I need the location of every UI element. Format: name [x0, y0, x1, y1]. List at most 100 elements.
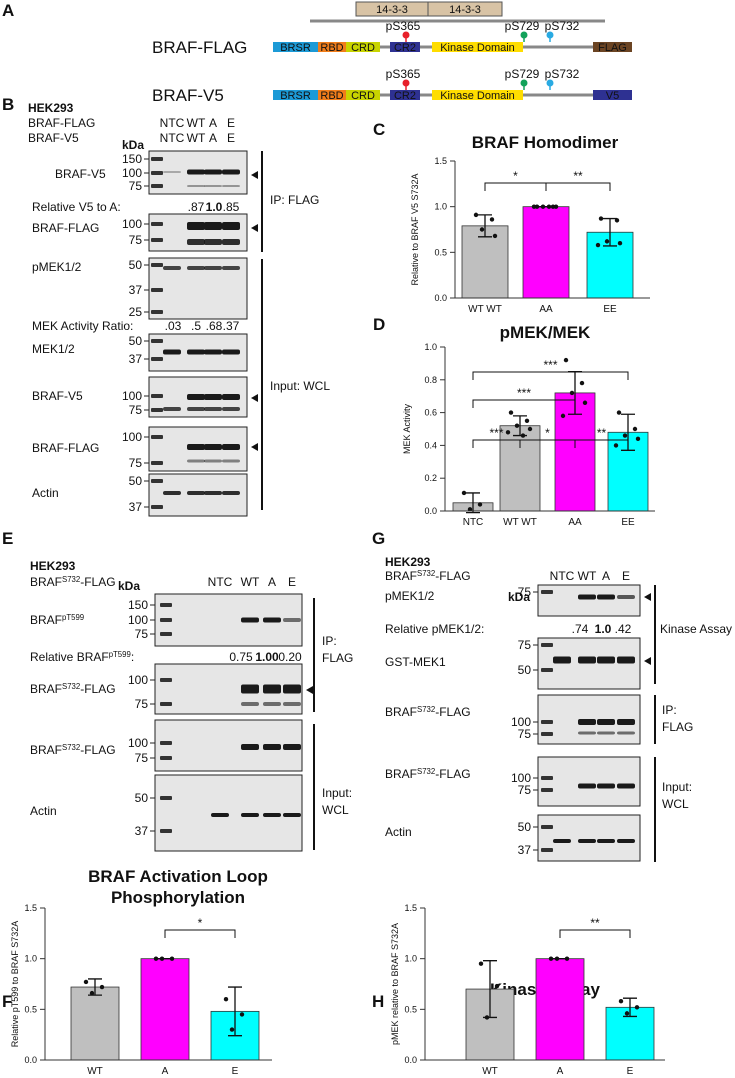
- ladder-band: [151, 394, 163, 398]
- binding-partner: 14-3-3: [376, 4, 408, 16]
- marker-label: 100: [128, 673, 148, 687]
- band: [617, 595, 635, 599]
- site-head: [546, 31, 554, 39]
- ladder-band: [151, 479, 163, 483]
- quant-value: .5: [191, 319, 201, 333]
- domain: [318, 90, 346, 100]
- data-point: [635, 436, 641, 442]
- y-tick-label: 0.4: [424, 440, 437, 450]
- data-point: [494, 983, 500, 989]
- blot-label: BRAF-V5: [32, 389, 83, 403]
- quant-value: 1.00: [255, 650, 279, 664]
- construct-label: BRAF-V5: [28, 131, 79, 145]
- marker-label: 150: [128, 598, 148, 612]
- data-point: [614, 218, 620, 223]
- band: [163, 491, 181, 495]
- band: [578, 719, 596, 725]
- band: [222, 349, 240, 355]
- marker-label: 75: [129, 403, 143, 417]
- band: [578, 594, 596, 600]
- band: [241, 702, 259, 706]
- y-tick-label: 1.0: [424, 342, 437, 352]
- data-point: [613, 443, 619, 448]
- y-tick-label: 0.0: [24, 1055, 37, 1065]
- blot-label-part: S732: [62, 743, 80, 752]
- construct-label-part: -FLAG: [80, 575, 115, 589]
- data-point: [548, 956, 554, 961]
- band: [283, 702, 301, 706]
- blot-label-part: -FLAG: [435, 767, 470, 781]
- group-label: IP: FLAG: [270, 193, 319, 207]
- band: [553, 656, 571, 664]
- significance-bracket: [484, 182, 547, 191]
- lane-label: NTC: [160, 131, 185, 145]
- arrowhead: [251, 171, 258, 179]
- band: [187, 266, 205, 270]
- data-point: [624, 1011, 630, 1016]
- y-axis-label: pMEK relative to BRAF S732A: [390, 923, 400, 1045]
- error-bar: [478, 214, 492, 238]
- band: [617, 783, 635, 789]
- data-point: [99, 984, 105, 990]
- domain: [390, 42, 420, 52]
- ladder-band: [541, 643, 553, 647]
- marker-label: 75: [518, 727, 532, 741]
- group-label: FLAG: [662, 720, 693, 734]
- band: [187, 491, 205, 495]
- blot-label-part: BRAF: [385, 767, 417, 781]
- band: [241, 684, 259, 694]
- marker-label: 50: [129, 474, 143, 488]
- blot-label-part: S732: [62, 682, 80, 691]
- band: [222, 444, 240, 450]
- blot-label: GST-MEK1: [385, 655, 446, 669]
- ladder-band: [151, 157, 163, 161]
- data-point: [618, 999, 624, 1004]
- cell-line: HEK293: [385, 555, 431, 569]
- data-point: [83, 979, 89, 985]
- construct-label-part: BRAF: [30, 575, 62, 589]
- data-point: [89, 990, 95, 996]
- significance-bracket: [472, 371, 629, 380]
- x-tick-label: EE: [603, 304, 617, 315]
- domain: [593, 90, 632, 100]
- marker-label: 37: [129, 352, 143, 366]
- blot-label: pMEK1/2: [385, 589, 435, 603]
- band: [163, 407, 181, 411]
- ladder-band: [151, 357, 163, 361]
- band: [597, 656, 615, 664]
- bar: [499, 425, 541, 512]
- bar: [461, 225, 509, 299]
- quant-value: .87: [188, 200, 205, 214]
- marker-label: 100: [128, 613, 148, 627]
- band: [204, 444, 222, 450]
- significance-label: **: [590, 916, 600, 930]
- x-tick-label: WT WT: [468, 304, 502, 315]
- band: [263, 744, 281, 750]
- ladder-band: [541, 788, 553, 792]
- arrowhead: [644, 657, 651, 665]
- construct-label-part: -FLAG: [435, 569, 470, 583]
- site-label: pS732: [545, 67, 580, 81]
- construct-label-part: S732: [62, 575, 80, 584]
- site-label: pS365: [386, 19, 421, 33]
- domain-label: BRSR: [280, 90, 311, 102]
- ladder-band: [541, 720, 553, 724]
- bar: [140, 958, 190, 1061]
- site-head: [402, 31, 410, 39]
- kda-label: kDa: [508, 590, 530, 604]
- arrowhead: [251, 224, 258, 232]
- group-label: FLAG: [322, 651, 353, 665]
- lane-label: NTC: [208, 575, 233, 589]
- y-tick-label: 1.0: [24, 954, 37, 964]
- marker-label: 37: [135, 824, 149, 838]
- error-bar: [88, 978, 102, 996]
- error-bar: [623, 997, 637, 1018]
- domain: [346, 42, 380, 52]
- lane-label: E: [288, 575, 296, 589]
- group-label: IP:: [322, 634, 337, 648]
- band: [222, 459, 240, 463]
- kda-label: kDa: [122, 138, 144, 152]
- band: [204, 239, 222, 245]
- band: [222, 222, 240, 230]
- significance-bracket: [472, 399, 576, 408]
